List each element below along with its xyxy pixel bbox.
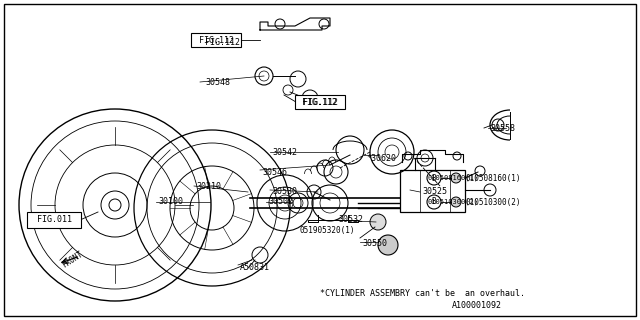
Text: *CYLINDER ASSEMBRY can't be  an overhaul.: *CYLINDER ASSEMBRY can't be an overhaul. bbox=[320, 290, 525, 299]
Text: 010510300(2): 010510300(2) bbox=[466, 197, 522, 206]
Circle shape bbox=[451, 197, 461, 207]
Text: 30532: 30532 bbox=[338, 215, 363, 225]
Circle shape bbox=[378, 235, 398, 255]
Text: FIG.112: FIG.112 bbox=[302, 98, 337, 107]
Text: 30550: 30550 bbox=[362, 239, 387, 249]
Text: B: B bbox=[432, 173, 436, 182]
Text: 30525: 30525 bbox=[422, 188, 447, 196]
Text: 30530: 30530 bbox=[272, 188, 297, 196]
Text: FIG.112: FIG.112 bbox=[303, 98, 337, 107]
Text: FIG.112: FIG.112 bbox=[198, 36, 234, 44]
Circle shape bbox=[451, 173, 461, 183]
FancyBboxPatch shape bbox=[191, 33, 241, 47]
Text: FIG.011: FIG.011 bbox=[36, 215, 72, 225]
Bar bbox=[400, 170, 465, 212]
Text: 30548: 30548 bbox=[205, 77, 230, 86]
FancyBboxPatch shape bbox=[27, 212, 81, 228]
Text: FRONT: FRONT bbox=[60, 250, 84, 270]
Text: FIG.112: FIG.112 bbox=[205, 37, 240, 46]
Text: 010510300(2): 010510300(2) bbox=[427, 199, 478, 205]
Text: B: B bbox=[432, 197, 436, 206]
Text: 30100: 30100 bbox=[158, 197, 183, 206]
Text: A100001092: A100001092 bbox=[452, 301, 502, 310]
Text: 30558: 30558 bbox=[490, 124, 515, 132]
Text: *30620: *30620 bbox=[366, 154, 396, 163]
Text: 010508160(1): 010508160(1) bbox=[466, 173, 522, 182]
Text: 30542: 30542 bbox=[272, 148, 297, 156]
FancyBboxPatch shape bbox=[295, 95, 345, 109]
Text: 30546: 30546 bbox=[262, 167, 287, 177]
Text: 30502: 30502 bbox=[268, 197, 293, 206]
Circle shape bbox=[370, 214, 386, 230]
Text: 051905320(1): 051905320(1) bbox=[300, 226, 355, 235]
Text: 30210: 30210 bbox=[196, 181, 221, 190]
Text: A50831: A50831 bbox=[240, 263, 270, 273]
Text: 010508160(1): 010508160(1) bbox=[427, 175, 478, 181]
